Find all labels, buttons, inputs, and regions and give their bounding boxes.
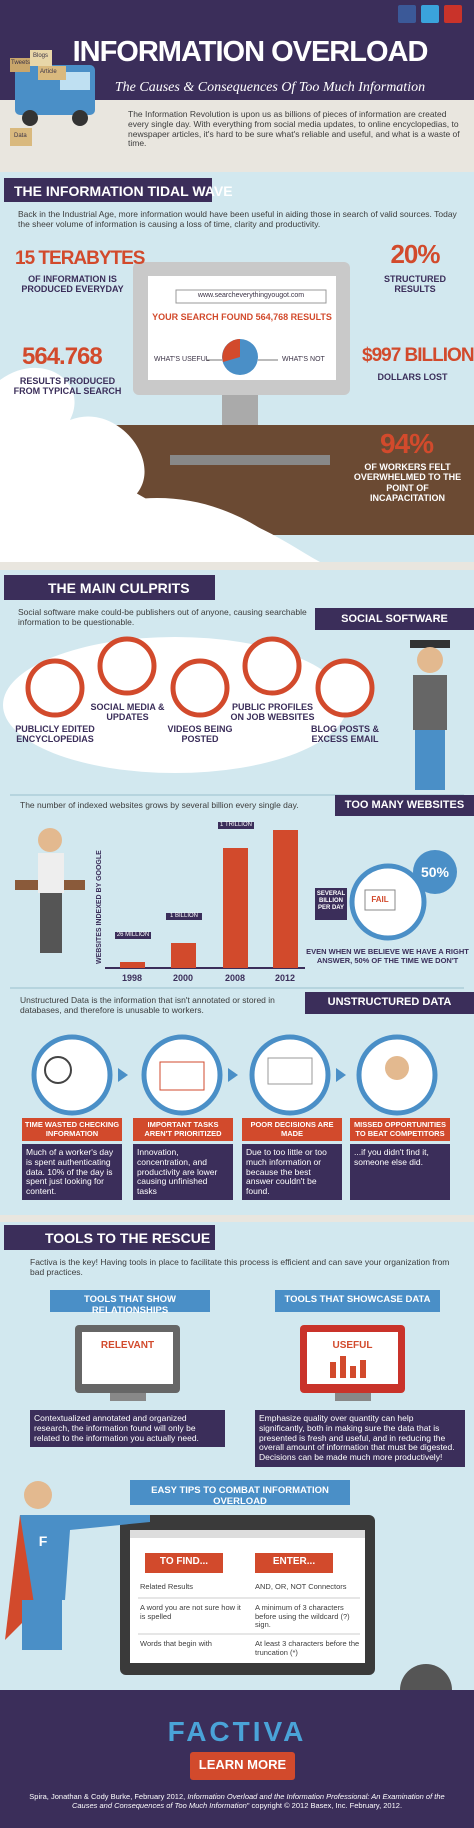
culprit-label: BLOG POSTS & EXCESS EMAIL xyxy=(310,724,379,745)
truck-label: Data xyxy=(14,133,27,139)
stat-value: 564.768 xyxy=(22,343,103,370)
title: INFORMATION OVERLOAD xyxy=(72,36,429,68)
consequence-text: Innovation, concentration, and productiv… xyxy=(133,1144,233,1200)
stat-value: 20% xyxy=(390,239,440,269)
search-result: YOUR SEARCH FOUND 564,768 RESULTS xyxy=(152,312,332,322)
column-header: ENTER... xyxy=(272,1556,316,1567)
url: www.searcheverythingyougot.com xyxy=(197,292,305,299)
citation-part: Spira, Jonathan & Cody Burke, February 2… xyxy=(29,1792,188,1801)
bar-label: 1 BILLION xyxy=(166,913,202,920)
tool-text: Contextualized annotated and organized r… xyxy=(30,1410,225,1448)
hero-letter: F xyxy=(38,1533,48,1549)
citation-title: Information Overload and the Information… xyxy=(71,1792,445,1810)
banner: UNSTRUCTURED DATA xyxy=(327,996,452,1008)
answer-note: EVEN WHEN WE BELIEVE WE HAVE A RIGHT ANS… xyxy=(306,947,469,965)
axis-label: WEBSITES INDEXED BY GOOGLE xyxy=(95,850,103,965)
consequence-title: MISSED OPPORTUNITIES TO BEAT COMPETITORS xyxy=(350,1118,450,1142)
pie-label: WHAT'S USEFUL xyxy=(154,356,210,363)
culprit-label: VIDEOS BEING POSTED xyxy=(167,724,233,745)
cell: A minimum of 3 characters before using t… xyxy=(255,1603,350,1630)
culprit-label: PUBLIC PROFILES ON JOB WEBSITES xyxy=(230,702,315,723)
bar-label: 1 TRILLION xyxy=(218,822,254,829)
stat-label: OF WORKERS FELT OVERWHELMED TO THE POINT… xyxy=(353,462,462,504)
year: 1998 xyxy=(121,973,143,983)
section-text: Back in the Industrial Age, more informa… xyxy=(18,209,457,229)
year: 2000 xyxy=(172,973,194,983)
stat-value: $997 BILLION xyxy=(362,345,474,366)
citation: Spira, Jonathan & Cody Burke, February 2… xyxy=(20,1792,454,1810)
cell: AND, OR, NOT Connectors xyxy=(255,1582,347,1591)
stat-label: OF INFORMATION IS PRODUCED EVERYDAY xyxy=(21,274,124,295)
learn-more-button[interactable]: LEARN MORE xyxy=(198,1757,287,1772)
stat-label: RESULTS PRODUCED FROM TYPICAL SEARCH xyxy=(13,376,122,397)
culprit-label: SOCIAL MEDIA & UPDATES xyxy=(90,702,165,723)
subtitle: The Causes & Consequences Of Too Much In… xyxy=(114,80,426,95)
cell: Words that begin with xyxy=(140,1639,212,1648)
section-text: Factiva is the key! Having tools in plac… xyxy=(30,1257,450,1277)
per-day: SEVERAL BILLION PER DAY xyxy=(316,891,346,911)
section-text: The number of indexed websites grows by … xyxy=(20,800,299,810)
truck-label: Article xyxy=(40,69,57,75)
pie-label: WHAT'S NOT xyxy=(282,356,325,363)
truck-label: Tweets xyxy=(11,60,31,66)
fail: FAIL xyxy=(371,895,389,904)
brand: FACTIVA xyxy=(167,1716,307,1747)
year: 2012 xyxy=(274,973,296,983)
truck-label: Blogs xyxy=(33,53,49,59)
stat-value: 94% xyxy=(380,428,434,459)
section-title: THE INFORMATION TIDAL WAVE xyxy=(14,183,233,199)
banner: EASY TIPS TO COMBAT INFORMATION OVERLOAD xyxy=(151,1485,329,1507)
citation-part: " copyright © 2012 Basex, Inc. February,… xyxy=(246,1800,403,1810)
banner: TOO MANY WEBSITES xyxy=(344,799,465,811)
consequence-title: POOR DECISIONS ARE MADE xyxy=(242,1118,342,1142)
tool-text: Emphasize quality over quantity can help… xyxy=(255,1410,465,1467)
banner: TOOLS THAT SHOWCASE DATA xyxy=(284,1294,431,1305)
section-text: Social software make could-be publishers… xyxy=(18,607,307,627)
screen-text: USEFUL xyxy=(332,1340,373,1351)
section-title: TOOLS TO THE RESCUE xyxy=(45,1230,211,1246)
culprit-label: PUBLICLY EDITED ENCYCLOPEDIAS xyxy=(15,724,95,745)
screen-text: RELEVANT xyxy=(100,1340,155,1351)
column-header: TO FIND... xyxy=(159,1556,209,1567)
consequence-text: Due to too little or too much informatio… xyxy=(242,1144,342,1200)
consequence-title: TIME WASTED CHECKING INFORMATION xyxy=(22,1118,122,1142)
stat-label: STRUCTURED RESULTS xyxy=(384,274,446,295)
banner: SOCIAL SOFTWARE xyxy=(341,613,448,625)
section-text: Unstructured Data is the information tha… xyxy=(20,995,275,1015)
bar-label: 26 MILLION xyxy=(115,932,151,939)
consequence-title: IMPORTANT TASKS AREN'T PRIORITIZED xyxy=(133,1118,233,1142)
banner: TOOLS THAT SHOW RELATIONSHIPS xyxy=(83,1294,176,1316)
stat-label: DOLLARS LOST xyxy=(377,372,448,382)
section-title: THE MAIN CULPRITS xyxy=(48,580,190,596)
cell: Related Results xyxy=(140,1582,193,1591)
year: 2008 xyxy=(224,973,246,983)
stat-value: 15 TERABYTES xyxy=(15,248,145,269)
cell: A word you are not sure how it is spelle… xyxy=(140,1603,241,1621)
cell: At least 3 characters before the truncat… xyxy=(255,1639,360,1657)
consequence-text: ...if you didn't find it, someone else d… xyxy=(350,1144,450,1200)
consequence-text: Much of a worker's day is spent authenti… xyxy=(22,1144,122,1200)
intro: The Information Revolution is upon us as… xyxy=(128,109,460,149)
percent: 50% xyxy=(420,864,450,880)
